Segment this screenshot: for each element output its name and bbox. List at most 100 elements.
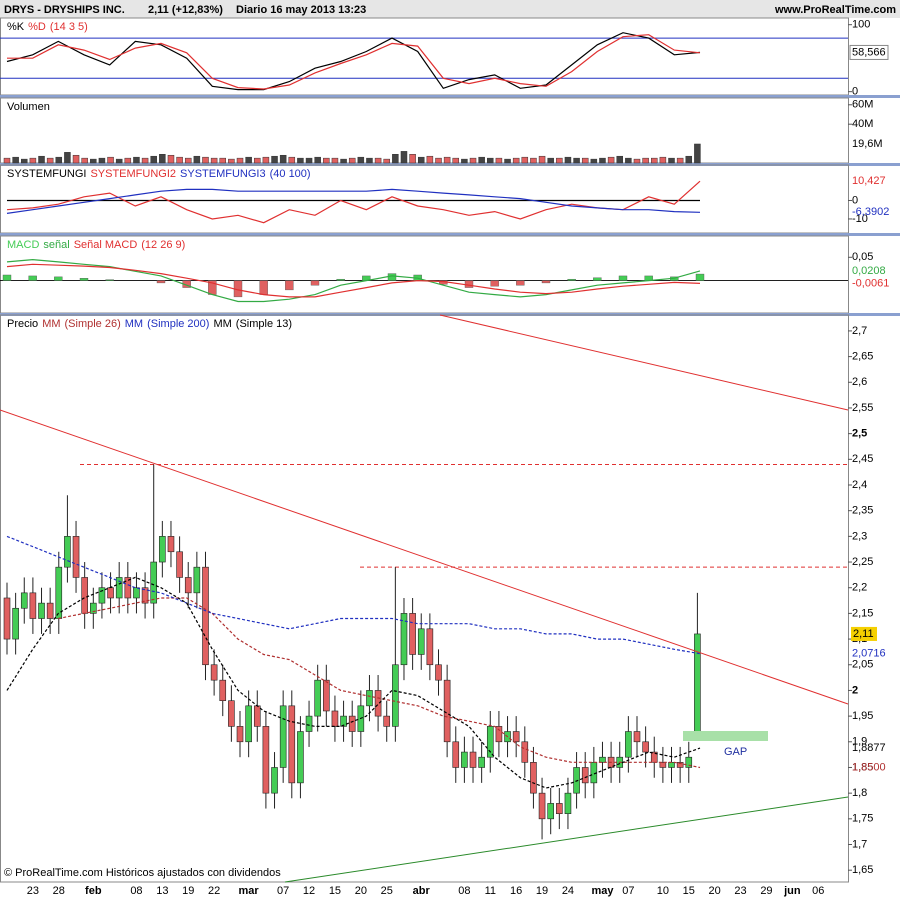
candle-body — [564, 792, 572, 814]
candle-body — [46, 602, 54, 619]
x-tick-label: 07 — [277, 885, 289, 897]
volume-bar — [305, 157, 313, 164]
histogram-bar — [259, 280, 268, 295]
panel-legend: MACD señal Señal MACD (12 26 9) — [7, 239, 185, 251]
candle-body — [3, 597, 11, 640]
histogram-bar — [336, 278, 345, 281]
candle-body — [72, 536, 80, 578]
candle-body — [305, 715, 313, 732]
volume-bar — [668, 157, 675, 164]
x-tick-label: 20 — [709, 885, 721, 897]
last-value: 1,8877 — [852, 742, 886, 754]
last-value: -6,3902 — [852, 206, 889, 218]
x-tick-label: 08 — [458, 885, 470, 897]
candle-body — [323, 679, 330, 712]
panel — [0, 17, 849, 96]
panel-legend: SYSTEMFUNGI SYSTEMFUNGI2 SYSTEMFUNGI3 (40 1… — [7, 168, 311, 180]
panel-separator — [0, 95, 900, 98]
panel — [0, 314, 849, 883]
y-tick-label: 2,5 — [852, 428, 867, 440]
volume-bar — [340, 158, 347, 164]
x-tick-label: 11 — [485, 885, 496, 897]
legend-entry: Señal MACD — [74, 239, 138, 251]
volume-bar — [21, 158, 28, 164]
candle-body — [426, 628, 434, 666]
candle-body — [409, 613, 416, 655]
volume-bar — [72, 154, 80, 164]
histogram-bar — [79, 278, 89, 281]
last-value: 58,566 — [852, 46, 886, 58]
series-line — [6, 32, 701, 91]
x-tick-label: 23 — [734, 885, 746, 897]
volume-bar — [538, 155, 546, 164]
candle-body — [392, 664, 399, 727]
volume-bar — [435, 157, 442, 164]
x-tick-label: jun — [783, 885, 801, 897]
histogram-bar — [156, 280, 166, 284]
candle-body — [219, 679, 227, 702]
volume-bar — [452, 157, 460, 164]
volume-bar — [383, 158, 390, 164]
volume-bar — [651, 157, 658, 164]
volume-bar — [366, 157, 373, 164]
x-tick-label: 07 — [622, 885, 634, 897]
x-tick-label: 20 — [355, 885, 367, 897]
histogram-bar — [285, 280, 294, 291]
volume-bar — [46, 157, 54, 164]
volume-bar — [107, 156, 114, 164]
candle-body — [150, 561, 158, 604]
y-tick-label: 1,95 — [852, 710, 873, 722]
y-tick-label: 2,45 — [852, 453, 873, 465]
header-bar — [0, 0, 900, 18]
histogram-bar — [387, 273, 397, 281]
volume-bar — [115, 158, 123, 164]
histogram-bar — [2, 274, 12, 281]
volume-bar — [279, 154, 287, 164]
candle-body — [64, 536, 71, 568]
volume-bar — [409, 154, 416, 164]
candle-body — [625, 731, 632, 758]
volume-bar — [202, 156, 209, 164]
y-tick-label: 0 — [852, 194, 858, 206]
candle-body — [81, 577, 88, 614]
candle-body — [331, 710, 339, 727]
x-tick-label: 22 — [208, 885, 220, 897]
volume-bar — [642, 157, 649, 164]
x-tick-label: 23 — [27, 885, 39, 897]
volume-bar — [573, 157, 580, 164]
legend-entry: Volumen — [7, 101, 50, 113]
volume-bar — [193, 155, 201, 164]
gap-label: GAP — [724, 746, 747, 758]
volume-bar — [521, 156, 529, 164]
volume-bar — [90, 158, 97, 164]
volume-bar — [495, 157, 503, 164]
candle-body — [340, 715, 347, 727]
last-value: 2,0716 — [852, 648, 886, 660]
series-line — [7, 34, 701, 90]
legend-entry: Precio — [7, 318, 38, 330]
histogram-bar — [28, 275, 37, 281]
candle-body — [556, 803, 563, 814]
candle-body — [417, 628, 425, 655]
x-tick-label: 16 — [510, 885, 522, 897]
legend-entry: MM — [125, 318, 143, 330]
candle-body — [478, 756, 485, 768]
volume-bar — [64, 152, 71, 164]
legend-entry: (12 26 9) — [141, 239, 185, 251]
candle-body — [184, 577, 192, 594]
y-tick-label: 0,05 — [852, 251, 873, 263]
volume-bar — [254, 157, 261, 164]
y-tick-label: 2,65 — [852, 351, 873, 363]
x-tick-label: 19 — [182, 885, 194, 897]
volume-bar — [694, 143, 701, 164]
candle-body — [271, 767, 278, 794]
volume-bar — [607, 156, 615, 164]
volume-bar — [616, 155, 623, 164]
volume-bar — [400, 151, 408, 164]
histogram-bar — [54, 276, 63, 281]
volume-bar — [374, 157, 382, 164]
trend-line — [284, 796, 849, 883]
candle-body — [98, 587, 106, 604]
volume-bar — [676, 157, 684, 164]
series-line — [6, 263, 701, 298]
